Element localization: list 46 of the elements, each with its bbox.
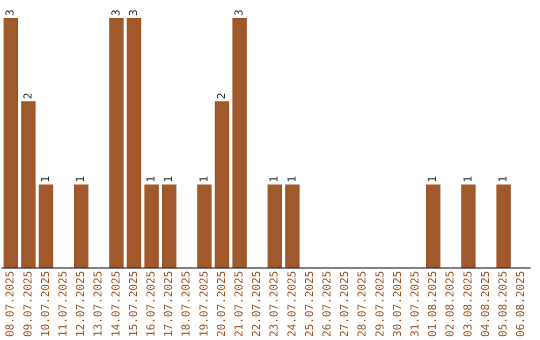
- x-tick-label: 21.07.2025: [232, 270, 246, 338]
- x-tick-label: 26.07.2025: [320, 270, 334, 338]
- data-label: 1: [144, 176, 158, 183]
- data-label: 1: [461, 176, 474, 183]
- data-label: 2: [21, 92, 34, 100]
- x-tick-label: 14.07.2025: [109, 270, 122, 338]
- x-tick-label: 06.08.2025: [514, 270, 528, 338]
- x-tick-label: 08.07.2025: [4, 270, 17, 338]
- data-label: 3: [109, 9, 122, 16]
- data-label: 1: [496, 176, 510, 183]
- data-label: 3: [4, 9, 17, 16]
- data-label: 1: [38, 176, 52, 183]
- x-tick-label: 03.08.2025: [461, 270, 474, 338]
- x-tick-label: 19.07.2025: [197, 270, 210, 338]
- x-tick-label: 27.07.2025: [338, 270, 352, 338]
- x-tick-label: 16.07.2025: [144, 270, 158, 338]
- data-label: 1: [197, 176, 210, 183]
- x-tick-label: 15.07.2025: [126, 270, 140, 338]
- data-label: 1: [426, 176, 440, 183]
- x-tick-label: 20.07.2025: [214, 270, 228, 338]
- data-label: 1: [74, 176, 88, 183]
- x-tick-label: 22.07.2025: [250, 270, 264, 338]
- x-tick-label: 18.07.2025: [180, 270, 193, 338]
- x-tick-label: 05.08.2025: [496, 270, 510, 338]
- x-tick-label: 31.07.2025: [408, 270, 422, 338]
- x-tick-label: 10.07.2025: [38, 270, 52, 338]
- x-tick-label: 02.08.2025: [444, 270, 457, 338]
- x-tick-label: 11.07.2025: [56, 270, 70, 338]
- data-label: 3: [126, 9, 140, 16]
- data-label: 1: [285, 176, 298, 183]
- x-tick-label: 28.07.2025: [356, 270, 369, 338]
- x-tick-label: 24.07.2025: [285, 270, 298, 338]
- x-tick-label: 17.07.2025: [162, 270, 176, 338]
- x-tick-label: 04.08.2025: [478, 270, 492, 338]
- x-tick-label: 12.07.2025: [74, 270, 88, 338]
- x-tick-label: 01.08.2025: [426, 270, 440, 338]
- x-tick-label: 29.07.2025: [373, 270, 386, 338]
- data-label: 1: [162, 176, 176, 183]
- data-label: 1: [268, 176, 281, 183]
- x-tick-label: 23.07.2025: [268, 270, 281, 338]
- x-tick-label: 25.07.2025: [302, 270, 316, 338]
- data-label: 3: [232, 9, 246, 16]
- x-tick-label: 09.07.2025: [21, 270, 34, 338]
- x-tick-label: 13.07.2025: [92, 270, 105, 338]
- data-label: 2: [214, 92, 228, 100]
- x-tick-label: 30.07.2025: [390, 270, 404, 338]
